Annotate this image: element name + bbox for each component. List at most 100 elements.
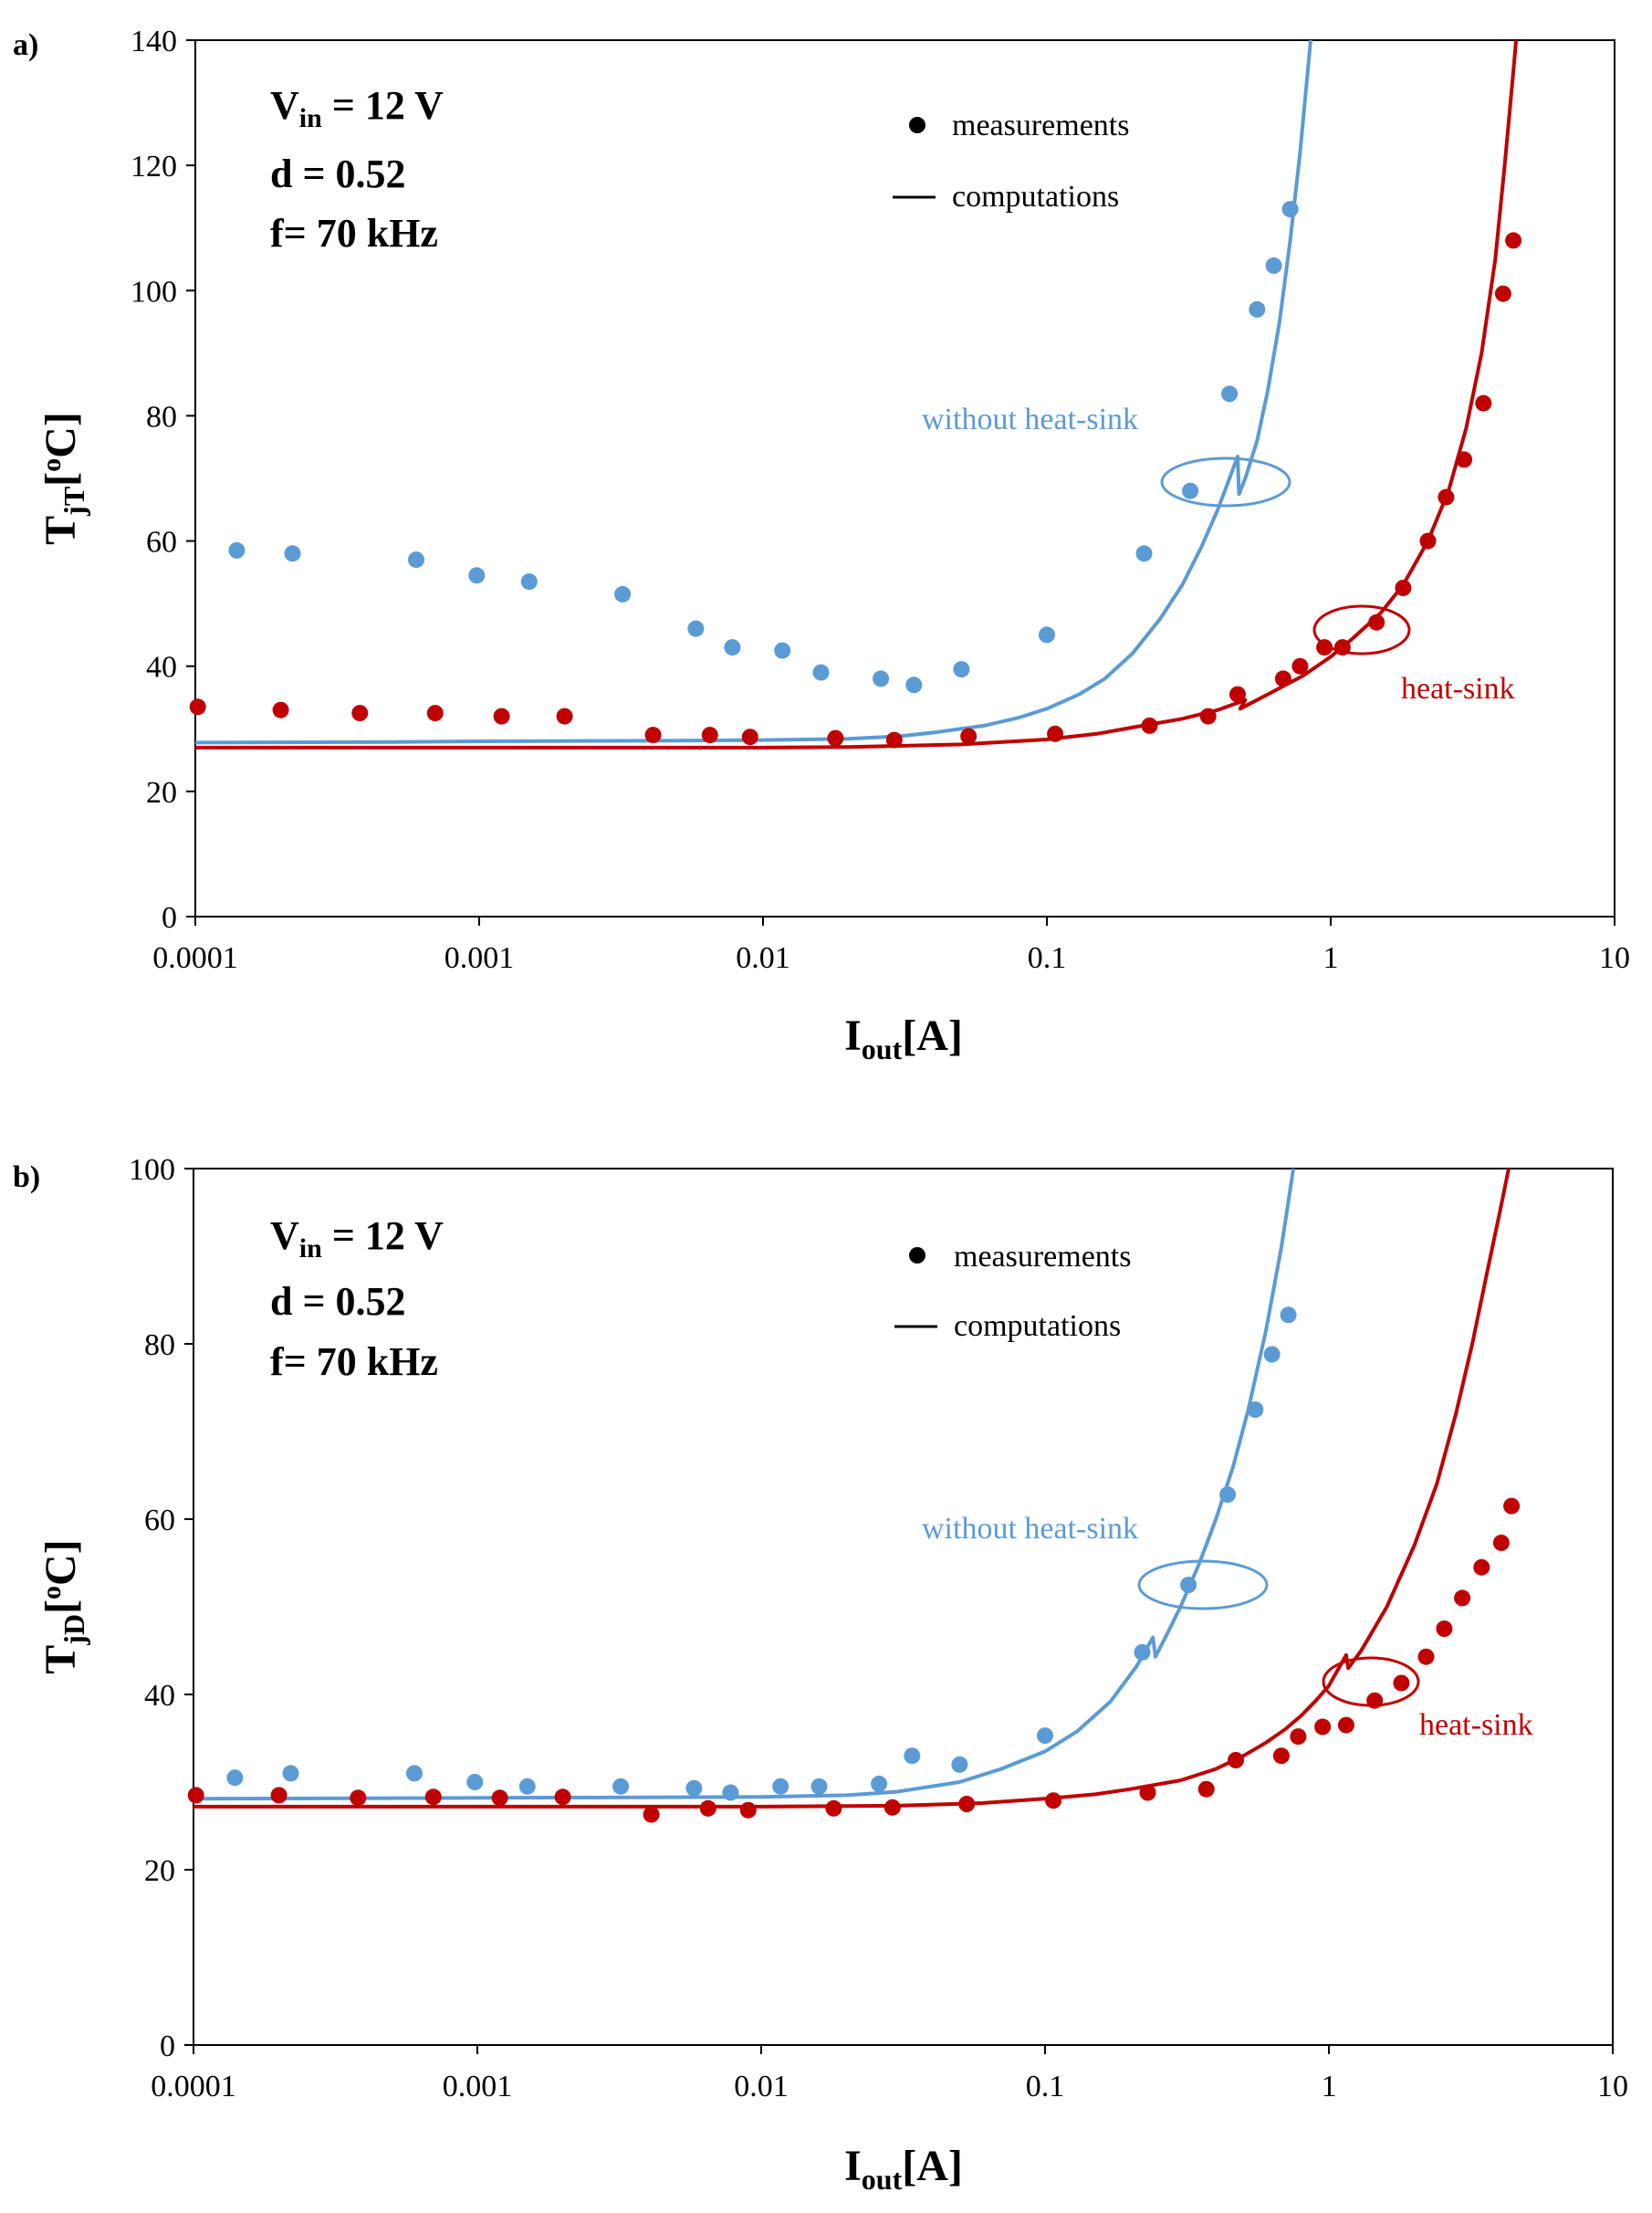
panel-a-ytick-label: 140 xyxy=(131,25,177,58)
panel-a-ylabel-open: [ xyxy=(37,472,85,487)
panel-b-ytick-label: 0 xyxy=(160,2029,175,2063)
panel-a-point-heat-sink xyxy=(189,698,206,716)
panel-a-point-heat-sink xyxy=(1291,657,1309,675)
panel-b-point-heat-sink xyxy=(1492,1534,1510,1551)
panel-b-ytick-label: 40 xyxy=(144,1679,175,1713)
panel-a-point-heat-sink xyxy=(556,708,573,725)
panel-b-xtick-label: 0.001 xyxy=(443,2070,513,2103)
panel-b-vin-main: V xyxy=(270,1213,299,1258)
panel-a-point-heat-sink xyxy=(701,727,718,744)
panel-b-point-without-heat-sink xyxy=(612,1778,630,1795)
panel-a-point-heat-sink xyxy=(1419,532,1437,550)
panel-b-point-heat-sink xyxy=(1436,1620,1453,1637)
panel-a-xtick-label: 0.1 xyxy=(1028,941,1067,975)
panel-b-point-without-heat-sink xyxy=(406,1765,423,1782)
panel-b-legend-measurements: measurements xyxy=(954,1240,1132,1274)
panel-a-ylabel-tail: C] xyxy=(37,412,85,458)
panel-a-point-heat-sink xyxy=(1395,580,1412,596)
panel-a-point-heat-sink xyxy=(1438,488,1455,506)
panel-a-xtick-label: 1 xyxy=(1323,941,1339,975)
panel-b-legend-computations: computations xyxy=(954,1309,1121,1343)
panel-b-point-heat-sink xyxy=(270,1787,288,1804)
panel-b-ticks: 0 20 40 60 80 100 0.0001 0.001 0.01 0.1 1 10 xyxy=(129,1153,1628,2103)
panel-a-xtick-label: 0.0001 xyxy=(152,941,238,975)
panel-a-annotation-with: heat-sink xyxy=(1401,672,1515,706)
panel-b-ytick-label: 100 xyxy=(129,1153,175,1187)
panel-a-points xyxy=(189,201,1522,749)
panel-b-vin-sub: in xyxy=(299,1233,322,1264)
panel-b-point-without-heat-sink xyxy=(685,1779,703,1797)
panel-a-ytick-label: 100 xyxy=(131,275,177,309)
panel-a-xlabel-sub: out xyxy=(862,1033,903,1065)
panel-a-legend-measurements: measurements xyxy=(952,109,1130,142)
panel-b-point-heat-sink xyxy=(884,1799,901,1816)
panel-b-point-heat-sink xyxy=(491,1789,508,1807)
panel-b-point-heat-sink xyxy=(643,1806,660,1823)
panel-a-ylabel-sub: jT xyxy=(58,487,90,517)
panel-a-ylabel-sup: o xyxy=(37,458,67,472)
panel-a-point-heat-sink xyxy=(1141,717,1158,734)
panel-b-point-without-heat-sink xyxy=(282,1765,299,1782)
panel-b-point-heat-sink xyxy=(1197,1780,1215,1798)
panel-a-point-without-heat-sink xyxy=(1265,257,1282,274)
panel-a-xtick-label: 10 xyxy=(1599,941,1630,975)
panel-a-xtick-label: 0.01 xyxy=(736,941,790,975)
panel-a-legend-marker xyxy=(909,117,925,133)
panel-b-point-without-heat-sink xyxy=(1134,1643,1151,1661)
panel-a-ylabel-main: T xyxy=(37,516,85,545)
panel-a-point-heat-sink xyxy=(1456,451,1473,468)
panel-a-point-without-heat-sink xyxy=(1221,385,1239,403)
panel-b-curves xyxy=(193,1169,1511,1809)
panel-b-point-without-heat-sink xyxy=(904,1747,921,1765)
panel-a-xlabel: Iout[A] xyxy=(844,1012,963,1065)
panel-b-point-without-heat-sink xyxy=(466,1774,484,1790)
panel-a-vin-sub: in xyxy=(299,103,322,133)
panel-a-vin-main: V xyxy=(270,83,299,128)
panel-b-point-heat-sink xyxy=(1314,1718,1332,1736)
panel-a-point-without-heat-sink xyxy=(1182,482,1199,499)
panel-b-point-heat-sink xyxy=(1417,1648,1435,1665)
panel-a-curves xyxy=(195,40,1519,750)
panel-b-point-heat-sink xyxy=(1139,1784,1156,1801)
panel-b-point-heat-sink xyxy=(1393,1674,1410,1692)
panel-a-ytick-label: 120 xyxy=(131,150,177,184)
panel-b-legend-marker xyxy=(909,1247,925,1264)
panel-a-point-without-heat-sink xyxy=(520,573,538,591)
panel-b-point-heat-sink xyxy=(1228,1752,1244,1768)
panel-b-ylabel: TjD[oC] xyxy=(37,1539,90,1673)
panel-a-duty: d = 0.52 xyxy=(270,152,406,196)
panel-b-points xyxy=(187,1306,1521,1823)
panel-b-point-heat-sink xyxy=(187,1787,204,1804)
panel-a-point-heat-sink xyxy=(493,708,510,725)
panel-b-label: b) xyxy=(13,1160,40,1194)
panel-a-point-without-heat-sink xyxy=(1281,201,1299,218)
panel-b-point-heat-sink xyxy=(350,1789,367,1807)
panel-a-point-heat-sink xyxy=(1047,725,1064,742)
panel-a-point-heat-sink xyxy=(644,727,662,744)
panel-a-point-without-heat-sink xyxy=(905,676,923,694)
panel-a-point-without-heat-sink xyxy=(812,664,830,681)
panel-b-vin-value: = 12 V xyxy=(322,1213,444,1258)
panel-a-point-heat-sink xyxy=(426,705,444,722)
panel-b-ylabel-sub: jD xyxy=(58,1614,90,1646)
panel-b-point-heat-sink xyxy=(424,1788,442,1806)
panel-a-point-heat-sink xyxy=(885,731,903,749)
panel-a-xlabel-tail: [A] xyxy=(902,1012,963,1060)
panel-a-plot-area xyxy=(194,39,1615,918)
panel-a-annotation-without: without heat-sink xyxy=(922,403,1138,436)
panel-a-ytick-label: 40 xyxy=(146,651,177,685)
panel-b-point-heat-sink xyxy=(958,1796,976,1812)
panel-b-curve-heat-sink xyxy=(193,1169,1511,1809)
panel-b-point-without-heat-sink xyxy=(1247,1401,1264,1418)
panel-b-point-without-heat-sink xyxy=(1180,1577,1197,1593)
panel-b-annotation-without: without heat-sink xyxy=(922,1512,1138,1546)
panel-a-point-without-heat-sink xyxy=(687,620,705,637)
panel-a-point-heat-sink xyxy=(272,701,289,718)
panel-a-point-without-heat-sink xyxy=(408,551,424,569)
panel-b-point-without-heat-sink xyxy=(810,1778,828,1795)
panel-b-point-heat-sink xyxy=(1503,1497,1521,1515)
panel-b-ytick-label: 20 xyxy=(144,1854,175,1888)
panel-a-point-heat-sink xyxy=(827,729,844,747)
panel-b-ylabel-sup: o xyxy=(37,1586,67,1599)
